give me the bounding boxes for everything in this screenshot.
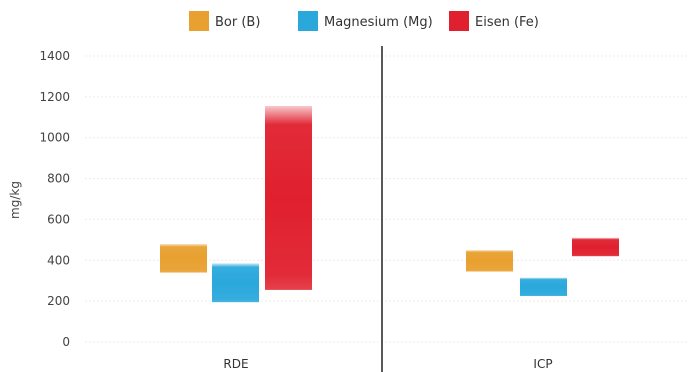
y-tick-label: 1000: [39, 131, 70, 145]
y-tick-label: 200: [47, 294, 70, 308]
category-label-rde: RDE: [223, 357, 248, 371]
y-axis-ticks: 0 200 400 600 800 1000 1200 1400: [39, 49, 70, 349]
legend-swatch-magnesium: [298, 11, 318, 31]
legend-swatch-iron: [449, 11, 469, 31]
range-bar-iron-icp: [572, 237, 619, 257]
range-bar-boron-icp: [466, 250, 513, 272]
range-bar-magnesium-rde: [212, 263, 259, 303]
legend-swatch-boron: [189, 11, 209, 31]
range-bar-magnesium-icp: [520, 277, 567, 297]
y-tick-label: 400: [47, 253, 70, 267]
legend-label-iron: Eisen (Fe): [475, 15, 539, 30]
bars: [160, 106, 619, 303]
y-tick-label: 1200: [39, 90, 70, 104]
legend-label-magnesium: Magnesium (Mg): [324, 15, 433, 30]
y-tick-label: 800: [47, 172, 70, 186]
y-tick-label: 600: [47, 212, 70, 226]
y-axis-title: mg/kg: [8, 181, 22, 219]
y-tick-label: 1400: [39, 49, 70, 63]
legend-label-boron: Bor (B): [215, 15, 260, 30]
range-bar-iron-rde: [265, 106, 312, 290]
legend: Bor (B) Magnesium (Mg) Eisen (Fe): [189, 11, 539, 31]
gridlines: [85, 55, 689, 343]
range-bar-boron-rde: [160, 243, 207, 273]
category-label-icp: ICP: [533, 357, 552, 371]
y-tick-label: 0: [62, 335, 70, 349]
